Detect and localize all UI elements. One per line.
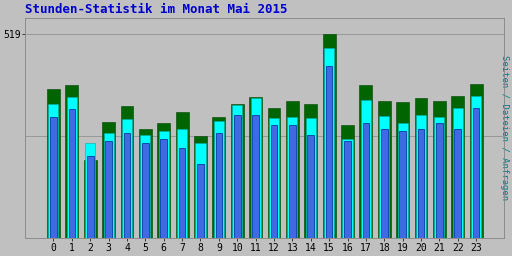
Bar [359, 86, 372, 238]
Bar [269, 118, 279, 238]
Bar [471, 96, 481, 238]
Bar [216, 133, 222, 238]
Y-axis label: Seiten / Dateien / Anfragen: Seiten / Dateien / Anfragen [500, 56, 508, 200]
Bar [324, 48, 334, 238]
Bar [105, 141, 112, 238]
Bar [177, 129, 187, 238]
Bar [176, 112, 188, 238]
Bar [139, 129, 152, 238]
Bar [197, 164, 204, 238]
Bar [415, 99, 428, 238]
Bar [341, 125, 354, 238]
Bar [122, 119, 132, 238]
Bar [289, 125, 296, 238]
Bar [307, 135, 314, 238]
Bar [396, 102, 409, 238]
Bar [381, 129, 388, 238]
Bar [157, 123, 170, 238]
Bar [361, 100, 371, 238]
Bar [67, 97, 77, 238]
Bar [194, 136, 207, 238]
Bar [470, 84, 483, 238]
Bar [85, 143, 95, 238]
Bar [343, 139, 353, 238]
Bar [103, 133, 114, 238]
Bar [232, 105, 242, 238]
Bar [452, 97, 464, 238]
Bar [49, 104, 58, 238]
Bar [234, 115, 241, 238]
Bar [87, 156, 94, 238]
Bar [271, 125, 278, 238]
Bar [69, 109, 75, 238]
Bar [84, 159, 97, 238]
Bar [214, 121, 224, 238]
Bar [231, 104, 244, 238]
Bar [142, 143, 148, 238]
Bar [344, 141, 351, 238]
Bar [378, 101, 391, 238]
Bar [304, 104, 317, 238]
Bar [120, 106, 134, 238]
Bar [287, 117, 297, 238]
Bar [434, 117, 444, 238]
Bar [66, 85, 78, 238]
Bar [326, 66, 332, 238]
Bar [249, 97, 262, 238]
Bar [179, 148, 185, 238]
Bar [286, 101, 299, 238]
Bar [455, 129, 461, 238]
Bar [436, 123, 443, 238]
Bar [399, 131, 406, 238]
Bar [323, 34, 335, 238]
Text: Stunden-Statistik im Monat Mai 2015: Stunden-Statistik im Monat Mai 2015 [25, 4, 288, 16]
Bar [473, 108, 480, 238]
Bar [433, 101, 446, 238]
Bar [102, 122, 115, 238]
Bar [50, 117, 57, 238]
Bar [159, 131, 169, 238]
Bar [160, 139, 167, 238]
Bar [416, 115, 426, 238]
Bar [362, 123, 369, 238]
Bar [250, 99, 261, 238]
Bar [196, 143, 205, 238]
Bar [379, 116, 389, 238]
Bar [123, 133, 131, 238]
Bar [212, 117, 225, 238]
Bar [252, 115, 259, 238]
Bar [268, 108, 281, 238]
Bar [47, 89, 60, 238]
Bar [453, 108, 463, 238]
Bar [306, 118, 316, 238]
Bar [418, 129, 424, 238]
Bar [140, 135, 151, 238]
Bar [398, 123, 408, 238]
